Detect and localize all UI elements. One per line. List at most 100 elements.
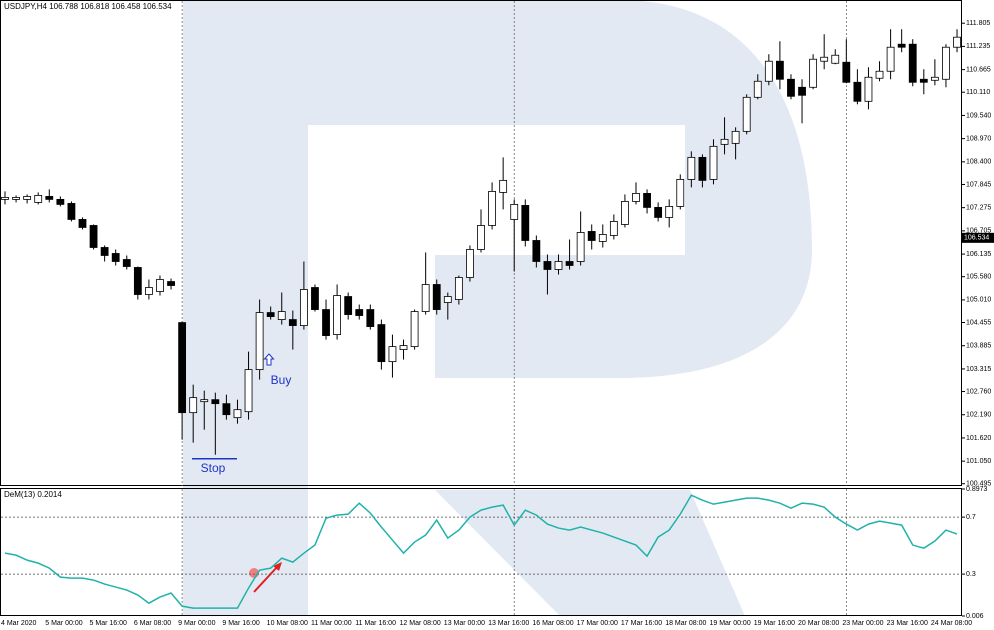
indicator-line bbox=[4, 494, 958, 609]
candle-body bbox=[366, 309, 375, 327]
y-tick-label: 102.190 bbox=[966, 412, 991, 419]
x-tick-label: 5 Mar 16:00 bbox=[90, 620, 127, 627]
candle-body bbox=[764, 60, 773, 82]
x-tick-label: 20 Mar 08:00 bbox=[798, 620, 839, 627]
candle-body bbox=[510, 204, 519, 220]
candle-body bbox=[67, 203, 76, 220]
candle-body bbox=[742, 96, 751, 132]
y-tick-label: 109.540 bbox=[966, 112, 991, 119]
x-tick-label: 16 Mar 08:00 bbox=[532, 620, 573, 627]
candle-body bbox=[200, 399, 209, 403]
candle-body bbox=[377, 324, 386, 363]
y-tick-label: 102.760 bbox=[966, 388, 991, 395]
candle-body bbox=[809, 58, 818, 88]
x-tick-label: 13 Mar 00:00 bbox=[444, 620, 485, 627]
candle-body bbox=[676, 179, 685, 207]
y-tick-label: 111.805 bbox=[966, 20, 990, 27]
candle-body bbox=[167, 281, 175, 286]
y-tick-label: 0.3 bbox=[966, 571, 976, 578]
candle-body bbox=[244, 369, 253, 413]
candle-body bbox=[687, 156, 696, 180]
x-tick-label: 19 Mar 00:00 bbox=[709, 620, 750, 627]
candle-body bbox=[665, 206, 674, 218]
signal-arrow bbox=[253, 565, 279, 593]
candle-body bbox=[886, 46, 895, 72]
candle-body bbox=[266, 312, 275, 317]
current-price-box bbox=[962, 232, 994, 243]
candle-body bbox=[521, 205, 530, 241]
x-tick-label: 19 Mar 16:00 bbox=[754, 620, 795, 627]
x-tick-label: 9 Mar 00:00 bbox=[178, 620, 215, 627]
candle-body bbox=[466, 249, 474, 278]
y-tick-label: 106.705 bbox=[966, 228, 991, 235]
candle-body bbox=[477, 225, 485, 250]
candle-body bbox=[543, 261, 552, 270]
y-tick-label: 103.885 bbox=[966, 343, 991, 350]
candle-body bbox=[156, 279, 164, 292]
candle-body bbox=[609, 221, 618, 236]
candle-body bbox=[942, 46, 950, 80]
x-tick-label: 9 Mar 16:00 bbox=[222, 620, 259, 627]
candle-body bbox=[255, 312, 264, 371]
candle-body bbox=[709, 145, 718, 180]
current-price-label: 106.534 bbox=[964, 235, 989, 242]
candle-body bbox=[100, 247, 109, 256]
watermark-bowl bbox=[308, 0, 812, 378]
candle-body bbox=[499, 179, 508, 193]
candle-body bbox=[598, 234, 607, 242]
candle-body bbox=[930, 76, 939, 81]
candle-body bbox=[23, 196, 32, 200]
candle-body bbox=[410, 311, 419, 348]
candle-body bbox=[753, 80, 762, 98]
buy-arrow bbox=[263, 353, 275, 366]
candle-body bbox=[145, 287, 153, 295]
x-tick-label: 18 Mar 08:00 bbox=[665, 620, 706, 627]
candle-body bbox=[89, 225, 98, 248]
candle-body bbox=[12, 197, 20, 200]
candle-body bbox=[222, 403, 231, 416]
candle-body bbox=[820, 56, 829, 62]
candle-body bbox=[277, 311, 286, 320]
x-tick-label: 13 Mar 16:00 bbox=[488, 620, 529, 627]
candle-body bbox=[831, 54, 840, 64]
x-tick-label: 10 Mar 08:00 bbox=[267, 620, 308, 627]
indicator-frame bbox=[0, 488, 962, 616]
candle-body bbox=[233, 409, 242, 419]
y-tick-label: 101.050 bbox=[966, 458, 991, 465]
x-tick-label: 6 Mar 08:00 bbox=[134, 620, 171, 627]
candle-body bbox=[344, 296, 353, 315]
candle-body bbox=[864, 76, 873, 102]
candle-body bbox=[355, 309, 364, 316]
watermark bbox=[183, 0, 812, 616]
candle-body bbox=[643, 193, 651, 208]
candle-body bbox=[111, 253, 120, 262]
candle-body bbox=[842, 61, 851, 83]
candle-body bbox=[399, 345, 408, 350]
y-tick-label: 105.580 bbox=[966, 274, 991, 281]
candle-body bbox=[34, 195, 43, 203]
candle-body bbox=[189, 397, 198, 414]
x-tick-label: 17 Mar 16:00 bbox=[621, 620, 662, 627]
candle-body bbox=[554, 261, 563, 270]
x-tick-label: 5 Mar 00:00 bbox=[45, 620, 82, 627]
candle-body bbox=[632, 193, 640, 202]
y-tick-label: 110.110 bbox=[966, 89, 990, 96]
y-tick-label: 0.006 bbox=[966, 613, 984, 620]
y-tick-label: 107.845 bbox=[966, 181, 991, 188]
candle-body bbox=[798, 86, 806, 96]
candle-body bbox=[776, 60, 784, 80]
candle-body bbox=[45, 196, 54, 200]
x-tick-label: 11 Mar 00:00 bbox=[311, 620, 352, 627]
candle-body bbox=[565, 261, 574, 266]
candle-body bbox=[78, 219, 87, 228]
candle-body bbox=[720, 138, 729, 145]
candle-body bbox=[908, 43, 917, 83]
candle-body bbox=[421, 284, 430, 312]
candle-body bbox=[1, 197, 9, 200]
candle-body bbox=[432, 284, 441, 310]
y-tick-label: 108.970 bbox=[966, 135, 991, 142]
y-tick-label: 111.235 bbox=[966, 43, 990, 50]
y-tick-label: 100.495 bbox=[966, 481, 991, 488]
candle-body bbox=[576, 232, 585, 262]
candle-body bbox=[299, 289, 308, 326]
